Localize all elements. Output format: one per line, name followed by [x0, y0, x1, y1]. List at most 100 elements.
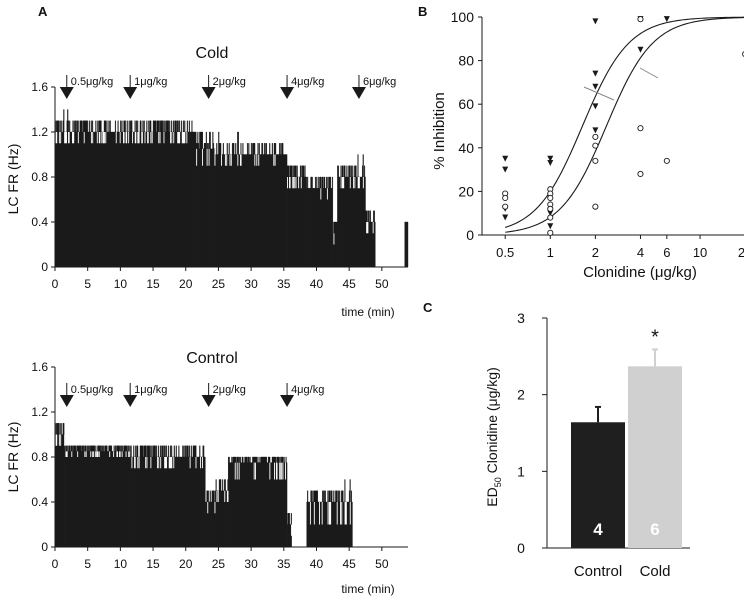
rate-notch — [239, 154, 241, 166]
rate-notch — [96, 132, 98, 144]
rate-notch — [77, 132, 79, 144]
rate-notch — [85, 451, 87, 457]
x-tick-label: 10 — [114, 557, 128, 571]
dose-marker-label: 6μg/kg — [363, 76, 396, 88]
rate-notch — [115, 132, 117, 144]
x-tick-label: 6 — [663, 245, 670, 260]
dose-marker-label: 1μg/kg — [134, 76, 167, 88]
data-point-control — [592, 203, 599, 210]
rate-notch — [137, 457, 139, 469]
rate-notch — [101, 132, 103, 144]
y-tick-label: 40 — [458, 140, 474, 156]
control-axes: 0 0.4 0.8 1.2 1.6 0 5 10 15 20 25 30 35 40 45 50 — [31, 360, 408, 571]
rate-notch — [135, 132, 137, 144]
data-point-control — [547, 194, 554, 201]
data-point-control — [637, 125, 644, 132]
rate-notch — [300, 177, 302, 189]
rate-notch — [372, 222, 374, 234]
rate-notch — [216, 490, 218, 502]
dose-marker-triangle — [123, 87, 138, 99]
rate-segment-bars — [205, 490, 216, 548]
rate-notch — [173, 132, 175, 144]
rate-notch — [122, 132, 124, 144]
rate-notch — [73, 132, 75, 144]
panel-label-a: A — [38, 4, 48, 19]
rate-notch — [253, 462, 255, 480]
y-tick-label: 60 — [458, 96, 474, 112]
rate-notch — [56, 132, 58, 144]
rate-notch — [358, 177, 360, 189]
y-tick-label: 0 — [517, 540, 525, 556]
x-tick-label: 25 — [212, 557, 226, 571]
rate-notch — [273, 462, 275, 480]
control-y-axis-label: LC FR (Hz) — [5, 422, 21, 493]
rate-notch — [137, 132, 139, 144]
x-tick-label: 35 — [277, 557, 291, 571]
rate-notch — [202, 148, 203, 166]
cold-x-axis-label: time (min) — [341, 305, 394, 319]
data-point-cold — [592, 70, 599, 77]
y-tick-label: 0 — [41, 540, 48, 554]
ed50-y-axis-label-main: ED — [484, 487, 500, 506]
rate-notch — [68, 132, 69, 144]
rate-notch — [116, 451, 118, 457]
rate-notch — [214, 148, 216, 166]
rate-notch — [131, 457, 133, 469]
rate-segment-bars — [129, 445, 206, 548]
x-tick-label: 0.5 — [496, 245, 514, 260]
rate-notch — [128, 451, 130, 457]
y-tick-label: 0.8 — [31, 450, 48, 464]
data-point-control — [637, 16, 644, 23]
rate-notch — [103, 132, 105, 144]
rate-notch — [226, 490, 228, 502]
rate-notch — [98, 132, 100, 144]
rate-notch — [313, 502, 315, 525]
dose-response-points — [502, 16, 744, 236]
rate-notch — [55, 434, 57, 446]
dose-marker-label: 0.5μg/kg — [71, 384, 113, 396]
rate-notch — [171, 457, 173, 469]
rate-notch — [66, 132, 68, 144]
rate-notch — [141, 132, 143, 144]
rate-notch — [146, 457, 148, 469]
rate-notch — [123, 132, 125, 144]
rate-notch — [169, 457, 171, 469]
rate-notch — [173, 457, 175, 469]
rate-notch — [292, 177, 294, 189]
y-tick-label: 1.2 — [31, 405, 48, 419]
rate-notch — [345, 502, 347, 525]
rate-notch — [147, 132, 149, 144]
rate-notch — [134, 457, 135, 469]
category-label: Control — [574, 563, 622, 580]
rate-notch — [117, 451, 119, 457]
y-tick-label: 0.4 — [31, 495, 48, 509]
y-tick-label: 20 — [458, 183, 474, 199]
rate-notch — [92, 451, 94, 457]
cold-curve-pointer — [583, 86, 615, 101]
rate-notch — [238, 462, 240, 480]
ed50-bars: 4 Control 6 Cold * — [571, 326, 682, 580]
rate-notch — [196, 148, 198, 166]
rate-notch — [275, 462, 277, 480]
rate-notch — [282, 462, 284, 480]
rate-notch — [349, 502, 351, 525]
cold-dose-markers: 0.5μg/kg 1μg/kg 2μg/kg 4μg/kg 6μg/kg — [59, 75, 396, 99]
rate-notch — [184, 132, 186, 144]
rate-notch — [343, 177, 345, 189]
rate-notch — [158, 132, 160, 144]
control-curve-pointer — [639, 67, 659, 79]
rate-notch — [92, 451, 94, 457]
x-tick-label: 10 — [693, 245, 707, 260]
rate-notch — [165, 457, 167, 469]
rate-notch — [102, 132, 104, 144]
ed50-y-axis-label: ED50 Clonidine (μg/kg) — [484, 367, 503, 506]
x-tick-label: 20 — [738, 245, 744, 260]
rate-notch — [353, 177, 354, 189]
rate-notch — [195, 457, 197, 469]
rate-notch — [269, 462, 271, 480]
rate-notch — [166, 457, 168, 469]
rate-notch — [159, 132, 161, 144]
rate-notch — [56, 434, 58, 446]
rate-notch — [189, 457, 191, 469]
